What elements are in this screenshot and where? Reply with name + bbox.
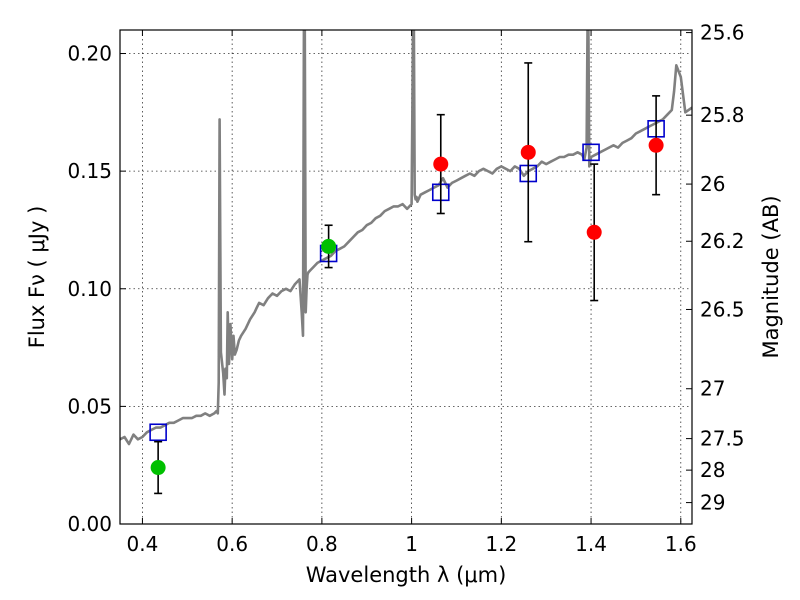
y2-axis-title: Magnitude (AB) [759,195,783,358]
mag-tick-label: 27.5 [700,427,745,451]
mag-tick-label: 26.2 [700,229,745,253]
mag-tick-label: 29 [700,491,725,515]
x-tick-label: 1 [405,532,418,556]
mag-tick-label: 25.6 [700,21,745,45]
y-tick-label: 0.20 [67,42,112,66]
detection-point [433,156,449,172]
mag-tick-label: 26 [700,172,725,196]
model-photometry-square [582,143,600,162]
y-tick-label: 0.00 [67,512,112,536]
mag-tick-label: 25.8 [700,103,745,127]
grid-layer [120,30,692,525]
plot-frame [119,29,693,525]
detection-point [150,460,166,476]
mag-tick-label: 27 [700,377,725,401]
data-layer [149,62,665,495]
spectrum-line [120,30,692,446]
model-photometry-square [149,423,167,442]
detection-point [520,144,536,160]
mag-tick-label: 28 [700,458,725,482]
x-tick-label: 1.4 [575,532,607,556]
x-tick-label: 1.2 [485,532,517,556]
ticks-layer: 0.4 0.6 0.8 1 1.2 1.4 1.6 0.00 0.05 0.10 0.15 0.20 2… [67,21,744,556]
x-tick-label: 1.6 [665,532,697,556]
detection-point [586,224,602,240]
mag-tick-label: 26.5 [700,297,745,321]
plot-area [120,30,692,446]
y-tick-label: 0.15 [67,159,112,183]
y-axis-title: Flux Fν ( μJy ) [25,206,49,349]
y-tick-label: 0.10 [67,277,112,301]
x-tick-label: 0.8 [306,532,338,556]
x-tick-label: 0.6 [216,532,248,556]
detection-point [648,137,664,153]
y-tick-label: 0.05 [67,394,112,418]
detection-point [321,238,337,254]
x-axis-title: Wavelength λ (μm) [306,563,507,587]
x-tick-label: 0.4 [127,532,159,556]
